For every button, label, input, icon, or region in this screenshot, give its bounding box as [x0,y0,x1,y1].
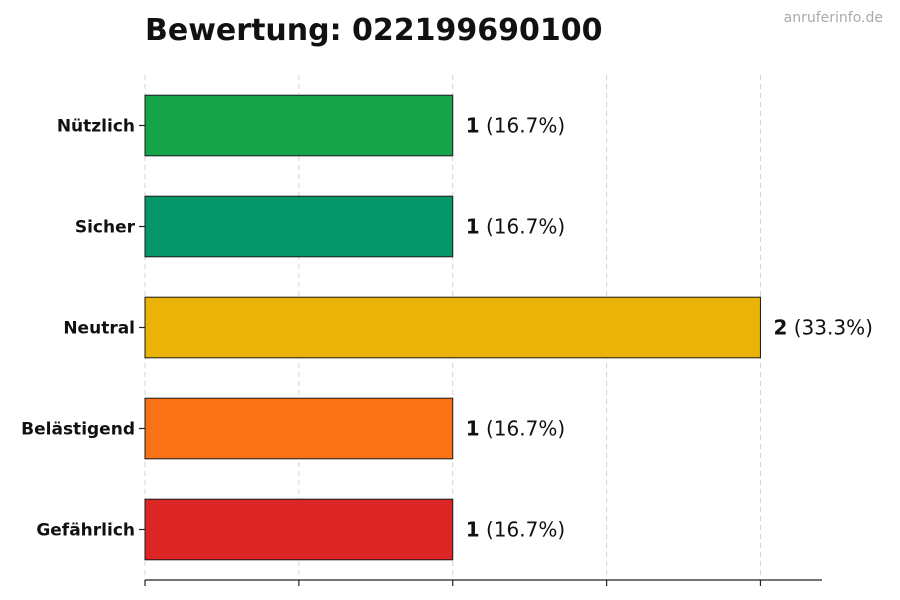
bar [144,94,454,157]
data-label-count: 1 [466,518,480,542]
bar [144,195,454,258]
category-label: Neutral [63,319,135,339]
category-label: Gefährlich [36,521,135,541]
category-label: Sicher [75,218,136,238]
data-label: 1 (16.7%) [466,417,565,441]
bar [144,498,454,561]
chart-title: Bewertung: 022199690100 [145,13,603,48]
data-label-percent: (16.7%) [480,417,566,441]
data-label-count: 1 [466,114,480,138]
data-label-percent: (16.7%) [480,518,566,542]
category-label: Nützlich [57,117,135,137]
data-label-count: 2 [773,316,787,340]
data-label-percent: (16.7%) [480,215,566,239]
data-label: 1 (16.7%) [466,114,565,138]
bars: 1 (16.7%)1 (16.7%)2 (33.3%)1 (16.7%)1 (1… [144,94,873,561]
data-label: 2 (33.3%) [773,316,872,340]
data-label-percent: (16.7%) [480,114,566,138]
category-label: Belästigend [21,420,135,440]
watermark: anruferinfo.de [784,10,883,26]
data-label: 1 (16.7%) [466,518,565,542]
bar [144,397,454,460]
data-label-count: 1 [466,215,480,239]
data-label: 1 (16.7%) [466,215,565,239]
bar [144,296,761,359]
axes: Nützlich Sicher Neutral Belästigend Gefährli… [21,117,822,586]
data-label-count: 1 [466,417,480,441]
data-label-percent: (33.3%) [787,316,873,340]
